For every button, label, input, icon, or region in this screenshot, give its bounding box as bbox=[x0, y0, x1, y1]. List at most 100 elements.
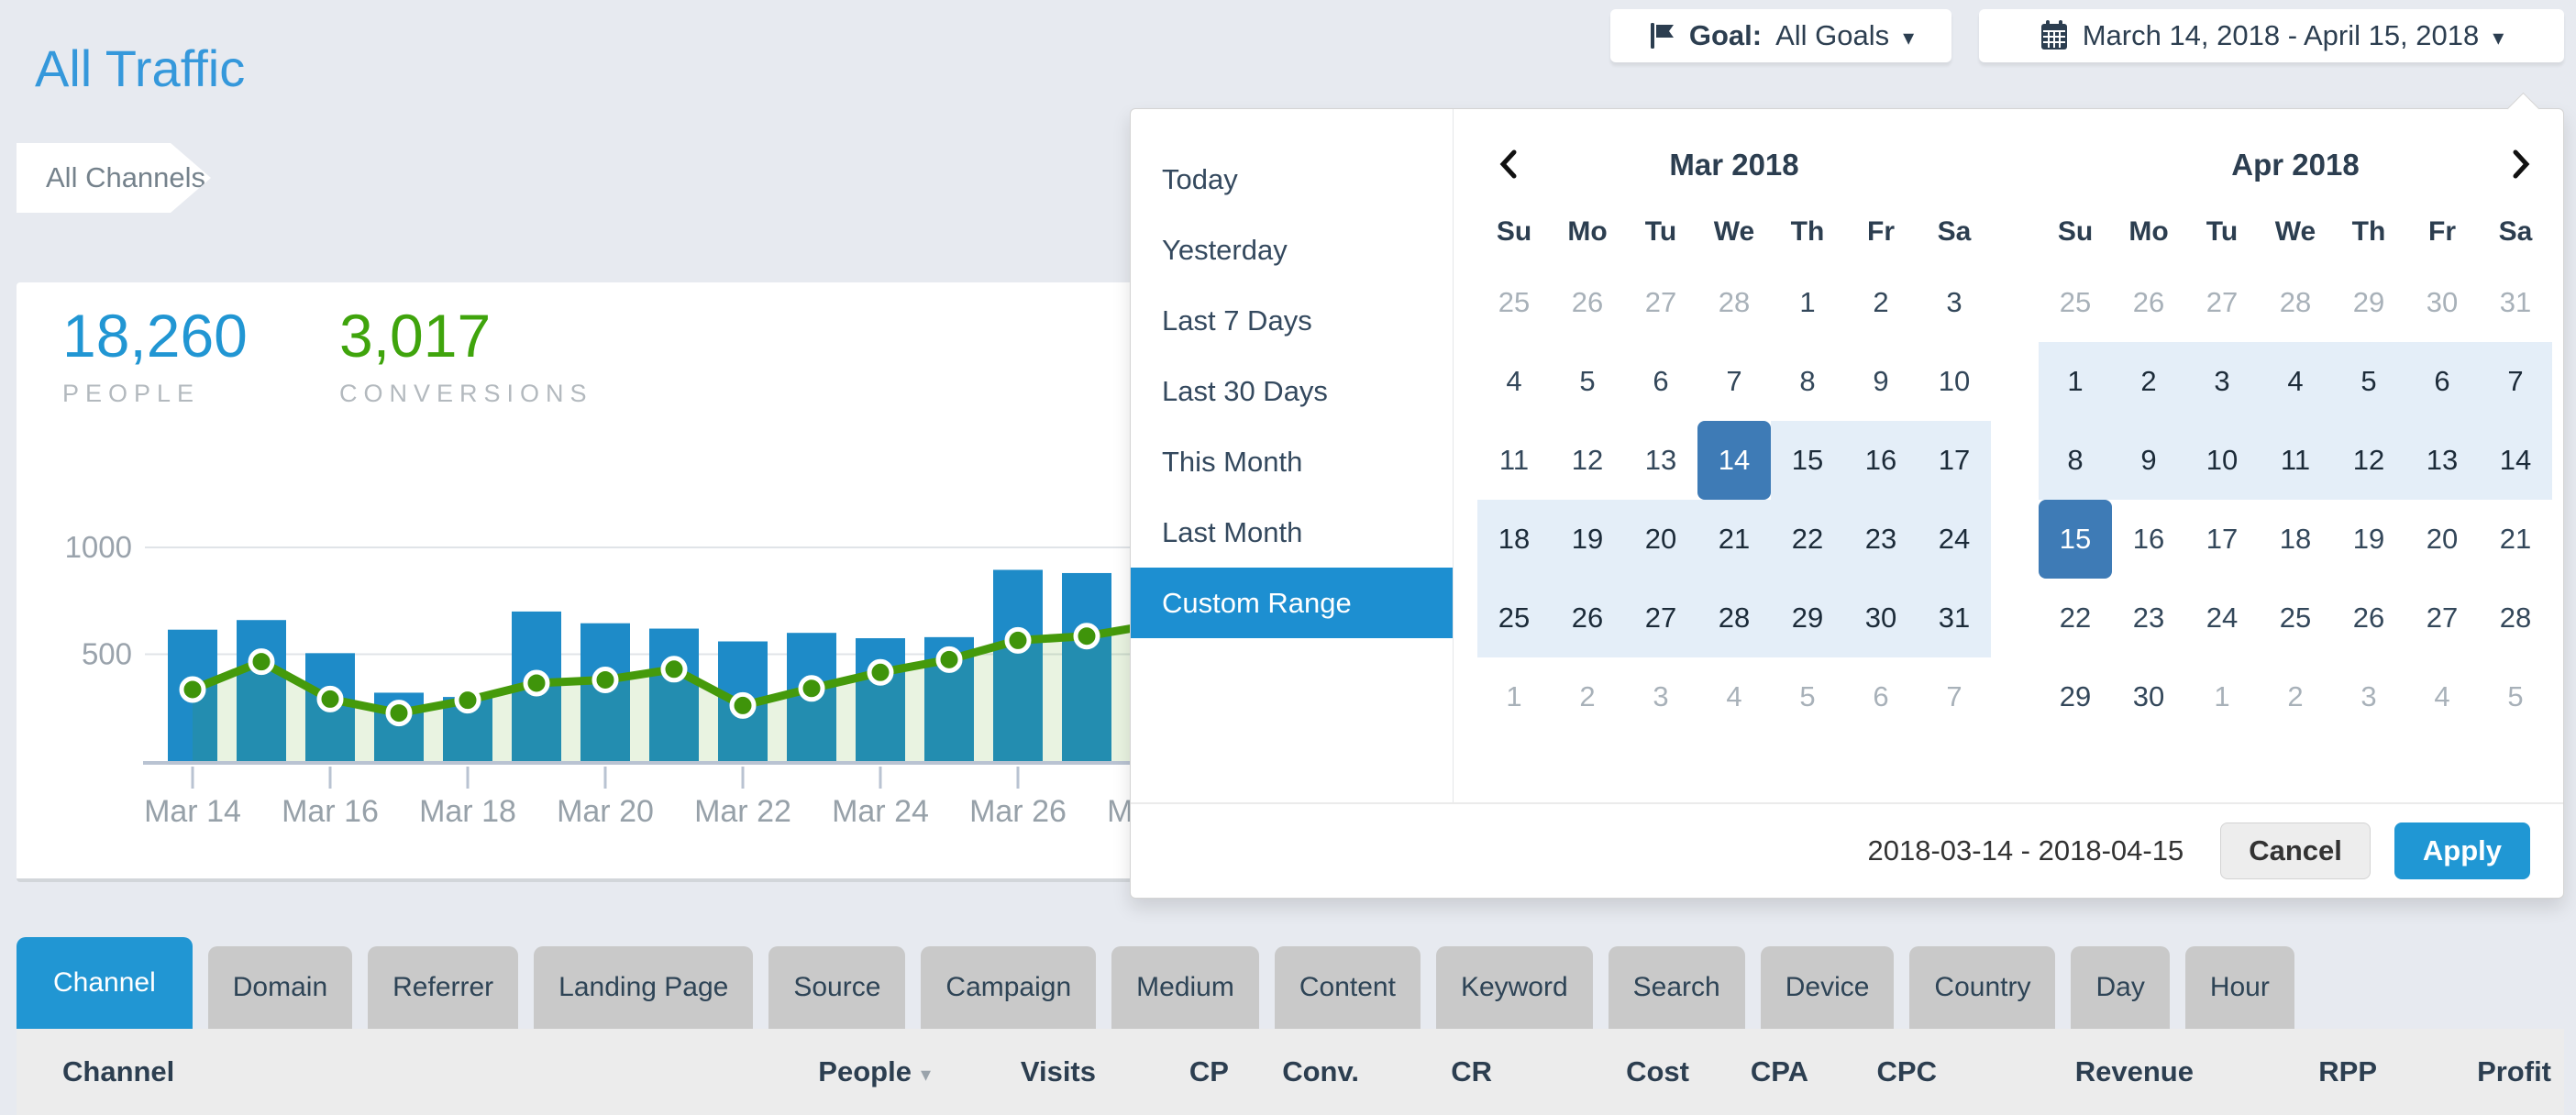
day-cell[interactable]: 20 bbox=[2426, 523, 2459, 555]
column-header-cr[interactable]: CR bbox=[1359, 1055, 1492, 1088]
day-cell[interactable]: 12 bbox=[2332, 421, 2405, 500]
day-cell[interactable]: 13 bbox=[1644, 444, 1677, 476]
day-cell[interactable]: 27 bbox=[1624, 579, 1697, 657]
day-cell[interactable]: 3 bbox=[1946, 286, 1962, 318]
day-cell[interactable]: 23 bbox=[1844, 500, 1918, 579]
day-cell[interactable]: 3 bbox=[2185, 342, 2259, 421]
day-cell[interactable]: 6 bbox=[1653, 365, 1669, 397]
date-range-button[interactable]: March 14, 2018 - April 15, 2018 ▾ bbox=[1979, 9, 2564, 62]
tab-channel[interactable]: Channel bbox=[17, 937, 193, 1029]
day-cell[interactable]: 7 bbox=[2479, 342, 2552, 421]
day-cell[interactable]: 19 bbox=[2352, 523, 2385, 555]
preset-custom-range[interactable]: Custom Range bbox=[1131, 568, 1453, 638]
tab-medium[interactable]: Medium bbox=[1111, 946, 1259, 1029]
day-cell[interactable]: 8 bbox=[2039, 421, 2112, 500]
day-cell[interactable]: 28 bbox=[2499, 602, 2532, 634]
day-cell[interactable]: 30 bbox=[1844, 579, 1918, 657]
day-cell[interactable]: 9 bbox=[2112, 421, 2185, 500]
day-cell[interactable]: 4 bbox=[1506, 365, 1522, 397]
day-cell[interactable]: 30 bbox=[2132, 680, 2165, 712]
day-cell[interactable]: 29 bbox=[1771, 579, 1844, 657]
day-cell[interactable]: 1 bbox=[1799, 286, 1816, 318]
day-cell[interactable]: 8 bbox=[1799, 365, 1816, 397]
tab-campaign[interactable]: Campaign bbox=[921, 946, 1097, 1029]
day-cell[interactable]: 17 bbox=[1918, 421, 1991, 500]
day-cell[interactable]: 16 bbox=[2132, 523, 2165, 555]
column-header-revenue[interactable]: Revenue bbox=[1937, 1055, 2194, 1088]
day-cell-selected[interactable]: 15 bbox=[2039, 500, 2112, 579]
day-cell[interactable]: 24 bbox=[2206, 602, 2239, 634]
tab-device[interactable]: Device bbox=[1760, 946, 1895, 1029]
column-header-rpp[interactable]: RPP bbox=[2194, 1055, 2377, 1088]
prev-month-icon[interactable] bbox=[1488, 144, 1529, 184]
day-cell[interactable]: 11 bbox=[1498, 444, 1530, 476]
day-cell[interactable]: 28 bbox=[1697, 579, 1771, 657]
day-cell[interactable]: 5 bbox=[1579, 365, 1596, 397]
tab-domain[interactable]: Domain bbox=[207, 946, 353, 1029]
day-cell[interactable]: 19 bbox=[1551, 500, 1624, 579]
cancel-button[interactable]: Cancel bbox=[2220, 822, 2371, 879]
day-cell[interactable]: 31 bbox=[1918, 579, 1991, 657]
preset-yesterday[interactable]: Yesterday bbox=[1162, 233, 1288, 266]
day-cell[interactable]: 24 bbox=[1918, 500, 1991, 579]
day-cell[interactable]: 25 bbox=[2279, 602, 2312, 634]
day-cell[interactable]: 12 bbox=[1571, 444, 1604, 476]
day-cell[interactable]: 10 bbox=[2185, 421, 2259, 500]
column-header-cpc[interactable]: CPC bbox=[1808, 1055, 1937, 1088]
day-cell[interactable]: 27 bbox=[2426, 602, 2459, 634]
preset-last-month[interactable]: Last Month bbox=[1162, 515, 1303, 548]
day-cell[interactable]: 10 bbox=[1938, 365, 1971, 397]
day-cell[interactable]: 25 bbox=[1477, 579, 1551, 657]
column-header-visits[interactable]: Visits bbox=[931, 1055, 1096, 1088]
day-cell[interactable]: 13 bbox=[2405, 421, 2479, 500]
goal-selector-button[interactable]: Goal: All Goals ▾ bbox=[1610, 9, 1951, 62]
preset-last-7-days[interactable]: Last 7 Days bbox=[1162, 304, 1312, 337]
day-cell[interactable]: 1 bbox=[2039, 342, 2112, 421]
day-cell[interactable]: 11 bbox=[2259, 421, 2332, 500]
tab-content[interactable]: Content bbox=[1274, 946, 1421, 1029]
preset-this-month[interactable]: This Month bbox=[1162, 445, 1303, 478]
apply-button[interactable]: Apply bbox=[2394, 822, 2530, 879]
day-cell[interactable]: 18 bbox=[2279, 523, 2312, 555]
day-cell[interactable]: 23 bbox=[2132, 602, 2165, 634]
day-cell[interactable]: 17 bbox=[2206, 523, 2239, 555]
column-header-cpa[interactable]: CPA bbox=[1689, 1055, 1808, 1088]
tab-hour[interactable]: Hour bbox=[2184, 946, 2294, 1029]
tab-country[interactable]: Country bbox=[1909, 946, 2056, 1029]
column-header-channel[interactable]: Channel bbox=[62, 1055, 784, 1088]
day-cell[interactable]: 15 bbox=[1771, 421, 1844, 500]
day-cell[interactable]: 14 bbox=[2479, 421, 2552, 500]
day-cell[interactable]: 21 bbox=[1697, 500, 1771, 579]
day-cell[interactable]: 26 bbox=[1551, 579, 1624, 657]
day-cell[interactable]: 5 bbox=[2332, 342, 2405, 421]
day-cell[interactable]: 9 bbox=[1873, 365, 1889, 397]
next-month-icon[interactable] bbox=[2501, 144, 2541, 184]
column-header-cp[interactable]: CP bbox=[1096, 1055, 1229, 1088]
column-header-profit[interactable]: Profit bbox=[2377, 1055, 2551, 1088]
day-cell[interactable]: 20 bbox=[1624, 500, 1697, 579]
column-header-people[interactable]: People ▾ bbox=[784, 1055, 931, 1088]
day-cell[interactable]: 2 bbox=[1873, 286, 1889, 318]
breadcrumb-all-channels[interactable]: All Channels bbox=[17, 143, 211, 213]
day-cell[interactable]: 7 bbox=[1726, 365, 1742, 397]
day-cell[interactable]: 6 bbox=[2405, 342, 2479, 421]
tab-source[interactable]: Source bbox=[768, 946, 906, 1029]
column-header-cost[interactable]: Cost bbox=[1492, 1055, 1689, 1088]
day-cell[interactable]: 22 bbox=[2059, 602, 2092, 634]
tab-landing-page[interactable]: Landing Page bbox=[534, 946, 754, 1029]
day-cell[interactable]: 22 bbox=[1771, 500, 1844, 579]
tab-referrer[interactable]: Referrer bbox=[368, 946, 519, 1029]
day-cell[interactable]: 29 bbox=[2059, 680, 2092, 712]
preset-today[interactable]: Today bbox=[1162, 162, 1238, 195]
day-cell[interactable]: 4 bbox=[2259, 342, 2332, 421]
day-cell[interactable]: 2 bbox=[2112, 342, 2185, 421]
day-cell-selected[interactable]: 14 bbox=[1697, 421, 1771, 500]
day-cell[interactable]: 26 bbox=[2352, 602, 2385, 634]
tab-search[interactable]: Search bbox=[1608, 946, 1745, 1029]
tab-day[interactable]: Day bbox=[2071, 946, 2170, 1029]
tab-keyword[interactable]: Keyword bbox=[1435, 946, 1593, 1029]
day-cell[interactable]: 18 bbox=[1477, 500, 1551, 579]
day-cell[interactable]: 21 bbox=[2499, 523, 2532, 555]
preset-last-30-days[interactable]: Last 30 Days bbox=[1162, 374, 1328, 407]
column-header-conv[interactable]: Conv. bbox=[1229, 1055, 1359, 1088]
